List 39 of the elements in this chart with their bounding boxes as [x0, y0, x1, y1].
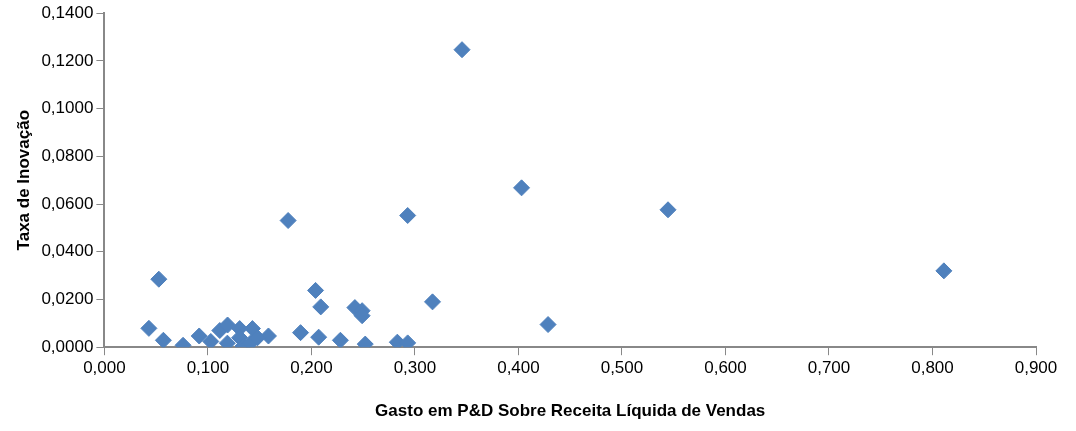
point [331, 331, 349, 348]
x-tick-label: 0,300 [393, 358, 437, 378]
x-tick-label: 0,500 [600, 358, 644, 378]
point [219, 316, 237, 334]
point [202, 332, 220, 348]
x-tick-label: 0,400 [497, 358, 540, 378]
y-tick-label: 0,1400 [41, 2, 94, 22]
point [424, 293, 442, 311]
point [935, 262, 953, 280]
x-tick-label: 0,800 [911, 358, 954, 378]
y-tick-label: 0,0800 [41, 146, 94, 166]
point [312, 298, 330, 316]
y-tick-label: 0,0000 [41, 336, 94, 356]
x-axis-title: Gasto em P&D Sobre Receita Líquida de Vendas [375, 401, 766, 421]
x-tick-label: 0,100 [186, 358, 230, 378]
x-tick-label: 0,200 [290, 358, 333, 378]
point [292, 324, 310, 342]
point [513, 179, 531, 197]
point [310, 328, 328, 346]
point [539, 316, 557, 334]
y-tick-label: 0,1000 [41, 98, 94, 118]
point [154, 331, 172, 348]
y-tick-label: 0,0200 [41, 289, 94, 309]
y-tick-label: 0,0400 [41, 241, 94, 261]
point [279, 212, 297, 230]
point [140, 319, 158, 337]
point [453, 41, 471, 59]
x-tick-label: 0,600 [704, 358, 747, 378]
point [399, 207, 417, 225]
y-axis-title: Taxa de Inovação [13, 109, 33, 251]
point [190, 327, 208, 345]
y-tick-label: 0,0600 [41, 193, 94, 213]
point [150, 270, 168, 288]
x-tick-label: 0,700 [807, 358, 851, 378]
x-tick-label: 0,900 [1014, 358, 1058, 378]
x-tick-label: 0,000 [83, 358, 126, 378]
point [659, 201, 677, 219]
point [307, 281, 325, 299]
y-tick-label: 0,1200 [41, 50, 94, 70]
